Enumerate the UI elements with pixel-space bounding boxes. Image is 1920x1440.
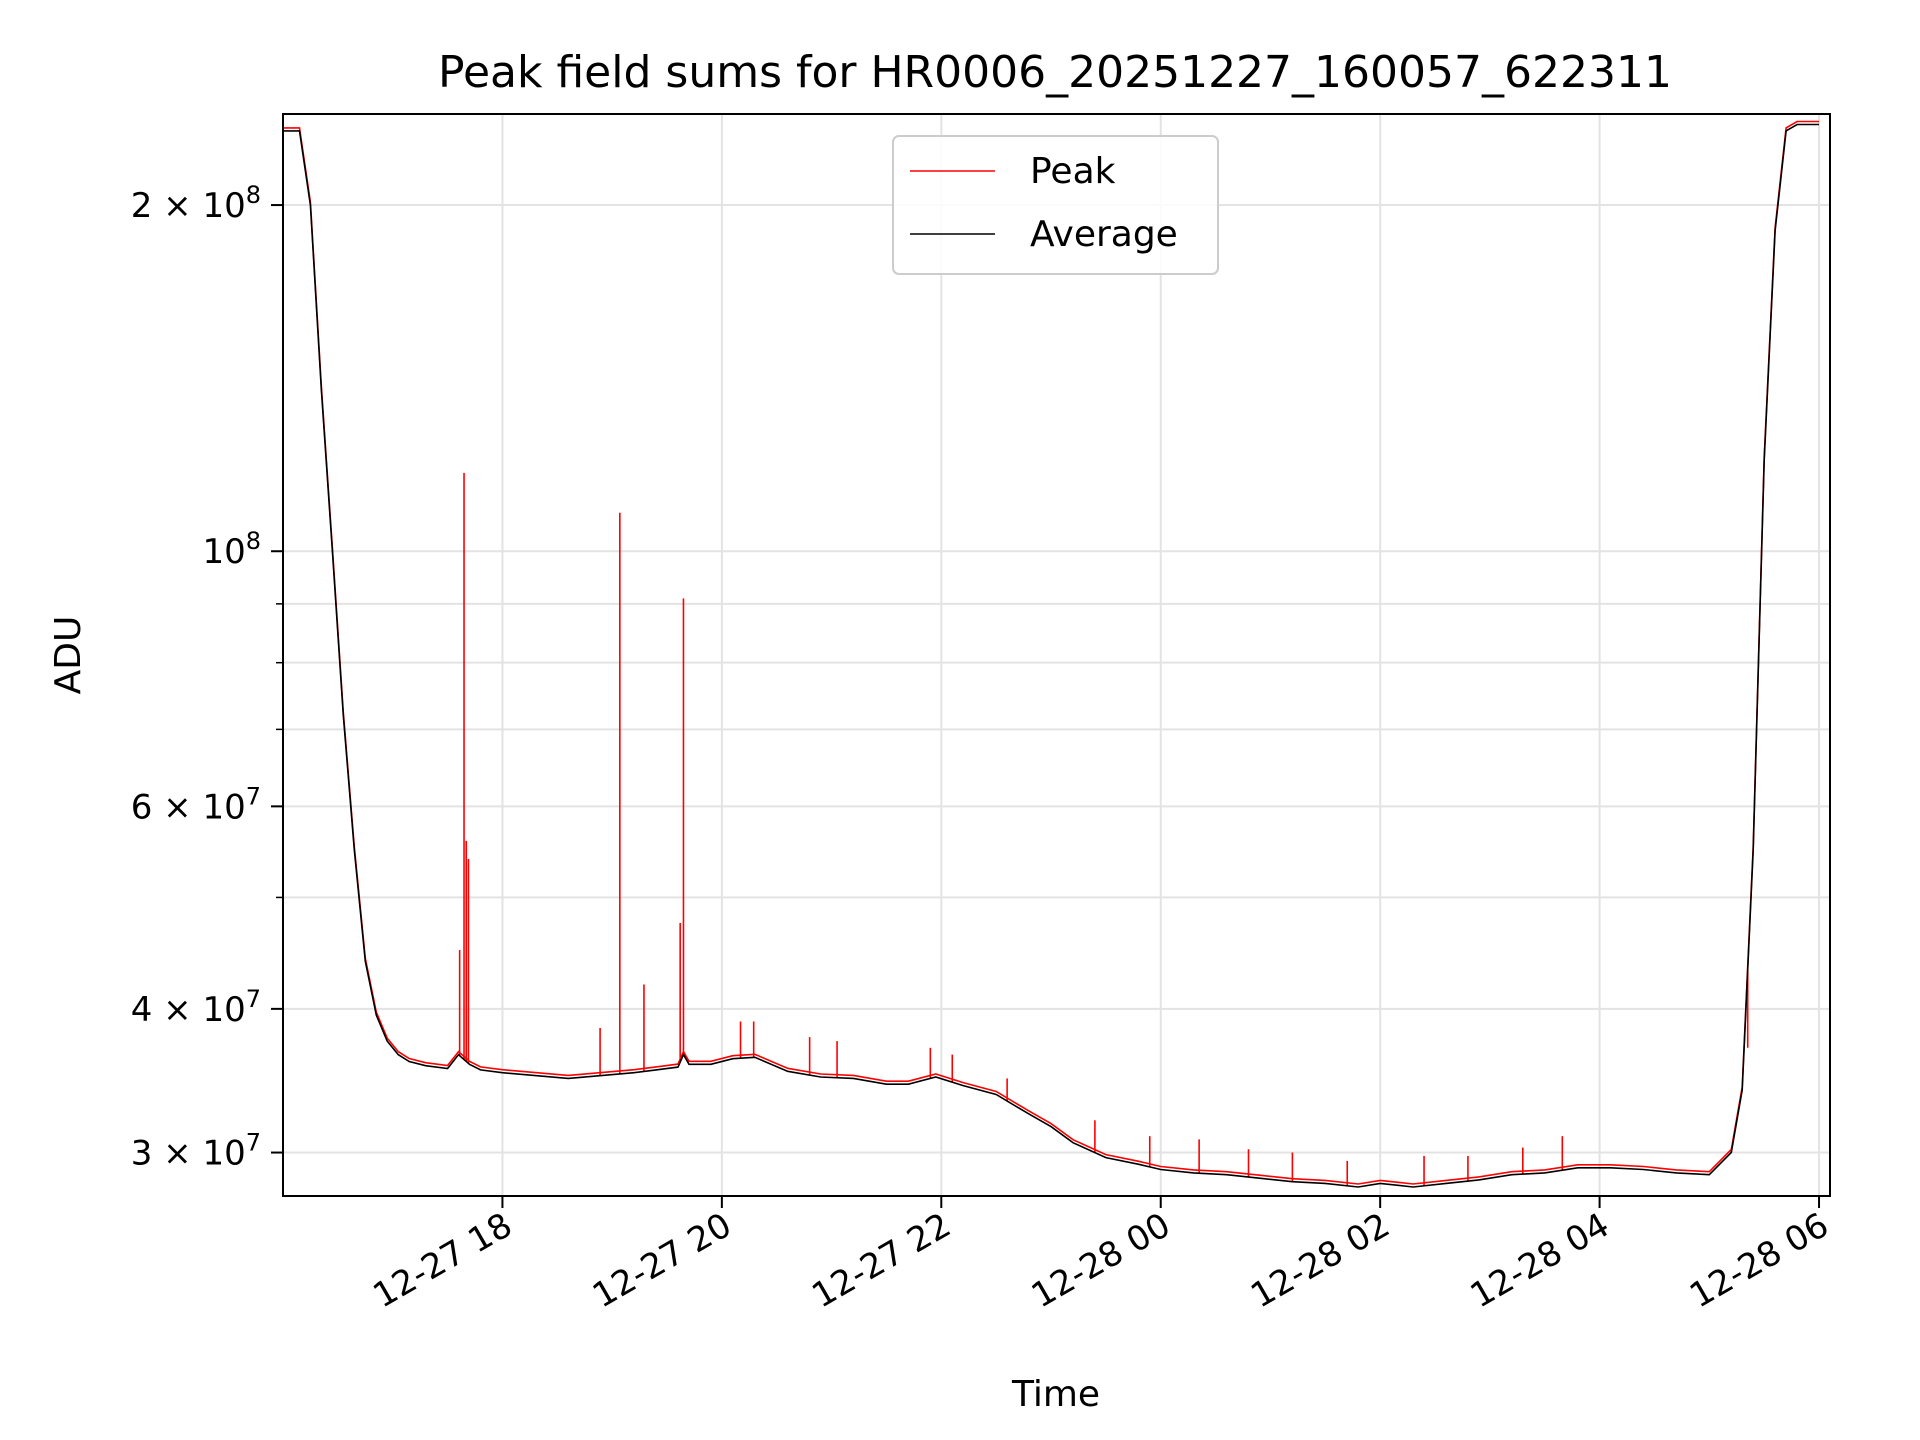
grid [283, 114, 1830, 1196]
plot-frame [282, 113, 1831, 1197]
plot-area [283, 120, 1819, 1188]
y-tick-label: 108 [202, 527, 261, 572]
average-series-line [283, 123, 1819, 1188]
y-tick-label: 3 × 107 [131, 1129, 261, 1174]
y-tick-label: 6 × 107 [131, 782, 261, 827]
y-tick-label: 4 × 107 [131, 985, 261, 1030]
legend: Peak Average [892, 135, 1219, 275]
y-axis-ticks: 3 × 107 4 × 107 6 × 107 108 2 × 108 [131, 181, 283, 1174]
x-axis-label: Time [1011, 1374, 1100, 1415]
peak-series-line [283, 120, 1819, 1185]
chart-title: Peak field sums for HR0006_20251227_1600… [438, 47, 1672, 98]
legend-peak-label: Peak [1030, 151, 1116, 192]
y-axis-label: ADU [48, 616, 89, 695]
legend-average-label: Average [1030, 214, 1178, 255]
y-tick-label: 2 × 108 [131, 181, 261, 226]
